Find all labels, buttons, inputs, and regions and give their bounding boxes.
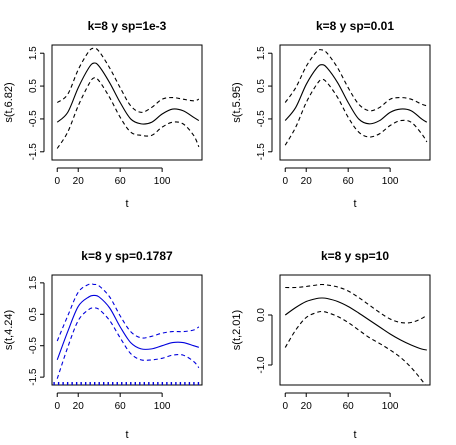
y-tick-label: -0.5 [256, 110, 267, 128]
y-axis-title: s(t,2.01) [231, 310, 243, 350]
chart-title: k=8 y sp=0.1787 [81, 249, 173, 263]
smooth-fit-line [284, 64, 428, 125]
chart-title: k=8 y sp=1e-3 [88, 19, 167, 33]
chart-title: k=8 y sp=10 [321, 249, 389, 263]
x-tick-label: 0 [54, 401, 60, 412]
plot-area [284, 283, 428, 385]
smooth-fit-line [56, 294, 200, 361]
x-tick-label: 100 [154, 401, 171, 412]
confidence-band-line [284, 49, 428, 112]
x-tick-label: 20 [73, 401, 85, 412]
plot-area [56, 47, 200, 149]
confidence-band-line [56, 77, 200, 149]
x-tick-label: 0 [54, 176, 60, 187]
y-tick-label: 0.5 [28, 79, 39, 93]
y-tick-label: -1.0 [256, 356, 267, 374]
y-tick-label: -0.5 [28, 110, 39, 128]
plot-area [284, 49, 428, 146]
x-axis-title: t [125, 429, 128, 441]
plot-frame [279, 274, 431, 386]
x-tick-label: 60 [343, 176, 355, 187]
chart-panel-bottom-right: k=8 y sp=10 0 20 60 100 -1.0 0.0 t s(t,2.01) [231, 249, 431, 441]
plot-frame [51, 44, 203, 161]
x-tick-label: 100 [382, 401, 399, 412]
x-tick-label: 0 [282, 401, 288, 412]
x-tick-label: 60 [115, 176, 127, 187]
y-tick-label: -1.5 [28, 368, 39, 386]
confidence-band-line [284, 310, 426, 385]
confidence-band-line [285, 283, 428, 324]
chart-panel-top-left: k=8 y sp=1e-3 0 20 60 100 -1.5 -0.5 0.5 1.5 t s(t,… [3, 19, 203, 210]
y-tick-label: -1.5 [256, 143, 267, 161]
x-tick-label: 0 [282, 176, 288, 187]
y-axis-title: s(t,6.82) [3, 82, 15, 122]
plot-frame [51, 274, 203, 386]
plot-area [53, 283, 200, 385]
y-tick-label: 0.5 [28, 307, 39, 321]
confidence-band-line [56, 307, 200, 379]
smooth-fit-line [56, 62, 200, 125]
y-axis-title: s(t,5.95) [231, 82, 243, 122]
y-tick-label: 0.0 [256, 308, 267, 322]
x-tick-label: 100 [382, 176, 399, 187]
y-tick-label: 1.5 [28, 275, 39, 289]
y-tick-label: 0.5 [256, 79, 267, 93]
x-tick-label: 20 [301, 401, 313, 412]
chart-panel-bottom-left: k=8 y sp=0.1787 0 20 60 100 -1.5 -0.5 0.5 1.5 t s(… [3, 249, 203, 441]
x-axis-title: t [125, 198, 128, 210]
smooth-fit-line [284, 297, 427, 351]
confidence-band-line [56, 47, 200, 113]
x-axis-title: t [353, 198, 356, 210]
y-axis-title: s(t,4.24) [3, 310, 15, 350]
x-axis-title: t [353, 429, 356, 441]
x-tick-label: 100 [154, 176, 171, 187]
x-tick-label: 20 [301, 176, 313, 187]
x-tick-label: 60 [115, 401, 127, 412]
confidence-band-line [284, 78, 428, 146]
y-tick-label: 1.5 [256, 46, 267, 60]
chart-title: k=8 y sp=0.01 [316, 19, 394, 33]
y-tick-label: -1.5 [28, 143, 39, 161]
chart-panel-top-right: k=8 y sp=0.01 0 20 60 100 -1.5 -0.5 0.5 1.5 t s(t,… [231, 19, 431, 210]
plot-frame [279, 44, 431, 161]
x-tick-label: 20 [73, 176, 85, 187]
confidence-band-line [56, 283, 200, 342]
y-tick-label: -0.5 [28, 337, 39, 355]
x-tick-label: 60 [343, 401, 355, 412]
y-tick-label: 1.5 [28, 46, 39, 60]
